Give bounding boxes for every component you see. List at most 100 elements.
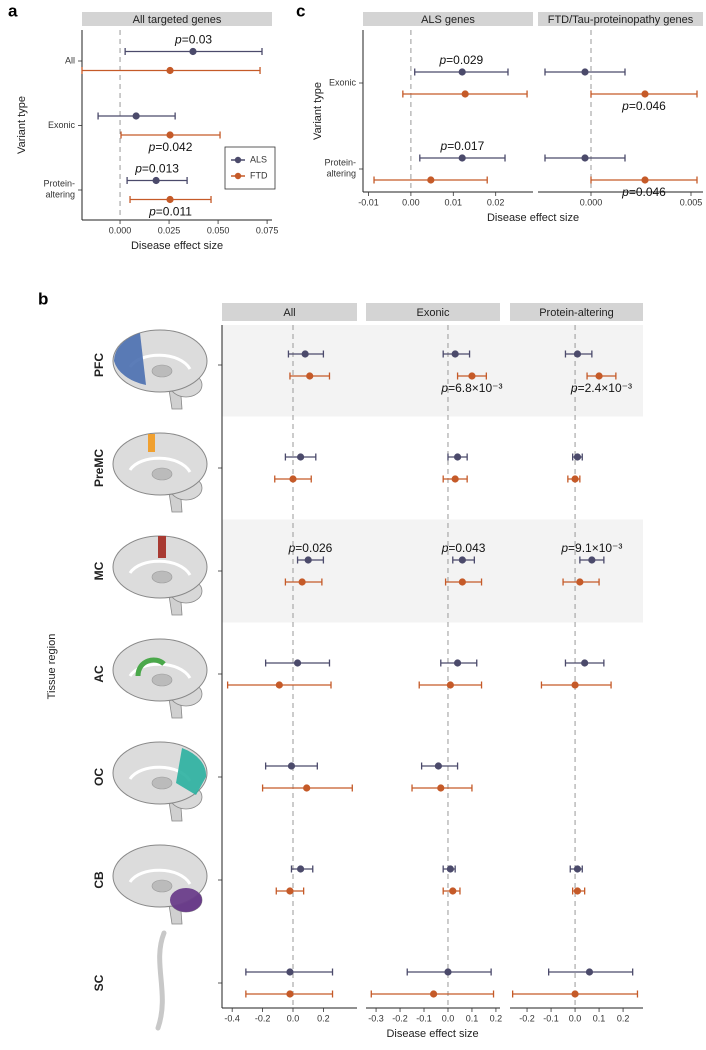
facet-header: [366, 303, 500, 321]
x-tick-label: 0.005: [680, 197, 703, 207]
x-tick-label: 0.2: [490, 1013, 503, 1023]
y-tick-label: All: [65, 55, 75, 65]
region-label: OC: [92, 768, 106, 786]
point: [585, 968, 594, 976]
point: [301, 350, 309, 358]
x-tick-label: 0.0: [569, 1013, 582, 1023]
point: [298, 578, 306, 586]
brain-icon: [112, 432, 208, 496]
point: [449, 887, 457, 895]
x-tick-label: -0.1: [543, 1013, 559, 1023]
point: [446, 681, 454, 689]
x-tick-label: -0.1: [416, 1013, 432, 1023]
x-tick-label: -0.4: [224, 1013, 240, 1023]
p-value: p=0.013: [134, 162, 179, 176]
p-value: p=9.1×10⁻³: [560, 541, 622, 555]
x-axis-label: Disease effect size: [131, 240, 223, 252]
point: [451, 350, 459, 358]
region-label: PFC: [92, 353, 106, 377]
legend-box: [224, 146, 276, 190]
x-tick-label: -0.01: [358, 197, 379, 207]
point: [287, 762, 296, 770]
x-tick-label: 0.00: [402, 197, 420, 207]
brain-icon: [176, 748, 207, 795]
brain-icon: [158, 536, 166, 558]
point: [437, 784, 445, 792]
brain-icon: [151, 467, 173, 481]
brain-icon: [128, 662, 192, 679]
panel-label: c: [296, 1, 305, 20]
brain-icon: [151, 776, 173, 790]
p-value: p=0.017: [440, 139, 485, 153]
point: [132, 112, 140, 120]
x-tick-label: 0.01: [445, 197, 463, 207]
x-tick-label: 0.02: [487, 197, 505, 207]
x-tick-label: 0.1: [466, 1013, 479, 1023]
x-tick-label: 0.0: [287, 1013, 300, 1023]
y-axis-label: Variant type: [312, 82, 324, 140]
point: [286, 990, 294, 998]
point: [571, 990, 579, 998]
x-tick-label: -0.2: [519, 1013, 535, 1023]
p-value: p=2.4×10⁻³: [570, 381, 632, 395]
point: [573, 453, 582, 461]
x-tick-label: 0.1: [593, 1013, 606, 1023]
p-value: p=0.042: [148, 140, 193, 154]
point: [468, 372, 476, 380]
brain-icon: [151, 570, 173, 584]
facet-header: [82, 12, 272, 26]
point: [152, 176, 160, 185]
x-tick-label: 0.000: [580, 197, 603, 207]
point: [166, 66, 174, 75]
x-tick-label: 0.2: [317, 1013, 330, 1023]
point: [458, 68, 466, 76]
point: [427, 176, 435, 184]
panel-label: b: [38, 289, 48, 308]
point: [573, 887, 582, 895]
point: [429, 990, 438, 998]
region-label: PreMC: [92, 449, 106, 487]
p-value: p=0.043: [441, 541, 486, 555]
facet-header: [538, 12, 703, 26]
point: [296, 865, 305, 873]
brain-icon: [128, 868, 192, 885]
point: [641, 176, 649, 184]
x-tick-label: -0.2: [255, 1013, 271, 1023]
point: [458, 556, 466, 564]
point: [306, 372, 314, 380]
point: [461, 90, 469, 98]
facet-title: FTD/Tau-proteinopathy genes: [548, 14, 694, 26]
point: [189, 47, 197, 56]
brain-icon: [151, 879, 173, 893]
point: [303, 784, 311, 792]
point: [293, 659, 302, 667]
p-value: p=0.046: [621, 185, 666, 199]
point: [641, 90, 649, 98]
region-label: MC: [92, 561, 106, 580]
x-tick-label: -0.3: [368, 1013, 384, 1023]
point: [581, 659, 589, 667]
x-tick-label: 0.2: [617, 1013, 630, 1023]
brain-icon: [155, 930, 167, 1031]
x-tick-label: -0.2: [392, 1013, 408, 1023]
point: [434, 762, 442, 770]
point: [576, 578, 584, 586]
brain-icon: [151, 673, 173, 687]
facet-header: [222, 303, 357, 321]
point: [444, 968, 452, 976]
point: [289, 475, 297, 483]
region-label: AC: [92, 665, 106, 683]
brain-icon: [128, 456, 192, 473]
highlight-band: [222, 325, 643, 417]
p-value: p=0.026: [288, 541, 333, 555]
y-tick-label: Exonic: [329, 77, 357, 87]
brain-icon: [113, 333, 146, 385]
brain-icon: [135, 657, 166, 677]
point: [166, 195, 174, 204]
p-value: p=0.03: [174, 33, 212, 47]
x-axis-label: Disease effect size: [487, 212, 579, 224]
facet-header: [363, 12, 533, 26]
facet-title: Exonic: [416, 307, 450, 319]
y-axis-label: Tissue region: [46, 634, 58, 700]
